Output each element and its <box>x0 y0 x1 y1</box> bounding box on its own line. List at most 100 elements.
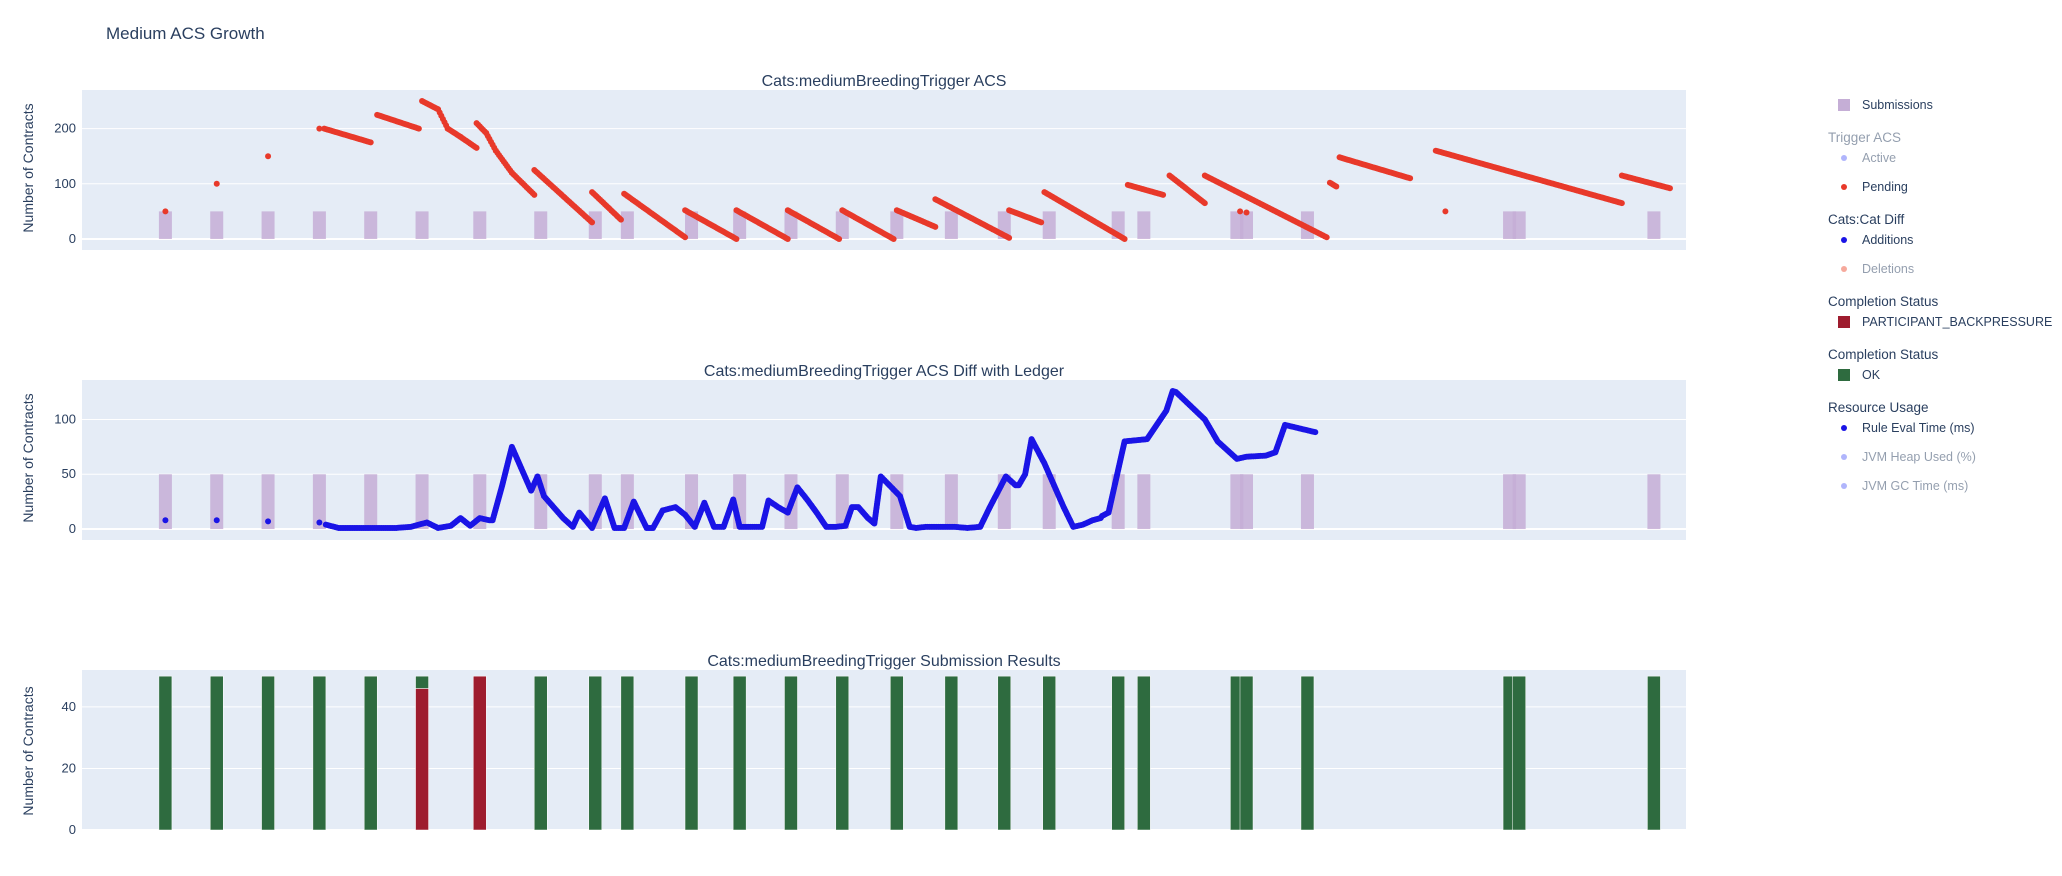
legend-item-completion-status[interactable]: Completion Status <box>1828 347 1939 362</box>
pending-point <box>1442 208 1449 215</box>
legend-group-title: Trigger ACS <box>1828 130 1901 145</box>
legend-item-deletions[interactable]: Deletions <box>1841 262 1914 276</box>
ok-bar <box>1512 675 1526 831</box>
figure-title: Medium ACS Growth <box>106 24 265 43</box>
pending-point <box>162 208 169 215</box>
ok-bar <box>363 675 378 831</box>
pending-point <box>1038 219 1045 226</box>
y-tick-label: 100 <box>54 176 76 191</box>
pending-point <box>1407 175 1414 182</box>
legend-item-jvm-gc-time-ms-[interactable]: JVM GC Time (ms) <box>1841 479 1968 493</box>
pending-point <box>1006 234 1013 241</box>
pending-point <box>531 191 538 198</box>
pending-point <box>589 219 596 226</box>
legend-label: PARTICIPANT_BACKPRESSURE <box>1862 315 2052 329</box>
submission-bar <box>784 211 798 239</box>
legend-item-cats-cat-diff[interactable]: Cats:Cat Diff <box>1828 212 1905 227</box>
panel-acs-ylabel: Number of Contracts <box>20 103 36 232</box>
ok-bar <box>784 675 798 831</box>
legend-swatch <box>1841 155 1847 161</box>
legend-item-submissions[interactable]: Submissions <box>1838 98 1933 112</box>
ok-bar <box>684 675 699 831</box>
submission-bar <box>1137 211 1151 239</box>
legend-label: OK <box>1862 368 1881 382</box>
panel-diff-ylabel: Number of Contracts <box>20 393 36 522</box>
submission-bar <box>312 211 326 239</box>
legend-item-pending[interactable]: Pending <box>1841 180 1908 194</box>
backpressure-bar <box>415 688 429 831</box>
pending-point <box>1160 191 1167 198</box>
pending-point <box>1201 200 1208 207</box>
legend-item-completion-status[interactable]: Completion Status <box>1828 294 1939 309</box>
pending-point <box>1121 235 1128 242</box>
pending-point <box>733 235 740 242</box>
legend-label: JVM GC Time (ms) <box>1862 479 1968 493</box>
submission-bar <box>415 474 429 530</box>
submission-bar <box>588 211 602 239</box>
legend[interactable]: Submissions Trigger ACS Active Pending Cats:… <box>1828 98 2052 493</box>
legend-item-active[interactable]: Active <box>1841 151 1896 165</box>
ok-bar <box>1239 675 1254 831</box>
legend-group-title: Resource Usage <box>1828 400 1929 415</box>
legend-label: Additions <box>1862 233 1913 247</box>
y-tick-label: 20 <box>62 760 76 775</box>
submission-bar <box>158 474 172 530</box>
submission-bar <box>1647 211 1661 239</box>
pending-point <box>1243 209 1250 216</box>
ok-bar <box>732 675 747 831</box>
pending-point <box>473 144 480 151</box>
submission-bar <box>473 474 487 530</box>
pending-point <box>836 235 843 242</box>
pending-point <box>932 223 939 230</box>
submission-bar <box>1137 474 1151 530</box>
panel-diff-title: Cats:mediumBreedingTrigger ACS Diff with… <box>704 363 1065 380</box>
submission-bar <box>364 211 378 239</box>
ok-bar <box>890 675 904 831</box>
submission-bar <box>312 474 326 530</box>
ok-bar <box>1137 675 1151 831</box>
legend-label: Active <box>1862 151 1896 165</box>
legend-item-rule-eval-time-ms-[interactable]: Rule Eval Time (ms) <box>1841 421 1975 435</box>
ok-bar <box>261 675 275 831</box>
legend-item-jvm-heap-used-[interactable]: JVM Heap Used (%) <box>1841 450 1976 464</box>
pending-point <box>415 125 422 132</box>
legend-item-participant-backpressure[interactable]: PARTICIPANT_BACKPRESSURE <box>1838 315 2052 329</box>
submission-bar <box>835 474 849 530</box>
panel-acs-title: Cats:mediumBreedingTrigger ACS <box>762 73 1007 90</box>
legend-swatch <box>1838 99 1850 111</box>
pending-point <box>890 235 897 242</box>
ok-bar <box>415 675 429 689</box>
submission-bar <box>620 211 634 239</box>
ok-bar <box>1111 675 1125 831</box>
plot-area <box>82 90 1686 250</box>
pending-point <box>682 234 689 241</box>
legend-item-ok[interactable]: OK <box>1838 368 1881 382</box>
legend-item-resource-usage[interactable]: Resource Usage <box>1828 400 1929 415</box>
ok-bar <box>209 675 224 831</box>
additions-point <box>213 517 220 524</box>
ok-bar <box>835 675 850 831</box>
panel-acs: Cats:mediumBreedingTrigger ACS Number of… <box>20 73 1686 250</box>
pending-point <box>316 125 323 132</box>
pending-point <box>1618 200 1625 207</box>
legend-swatch <box>1841 454 1847 460</box>
legend-swatch <box>1841 483 1847 489</box>
y-tick-label: 0 <box>69 231 76 246</box>
panel-results-title: Cats:mediumBreedingTrigger Submission Re… <box>707 653 1060 670</box>
backpressure-bar <box>473 675 487 831</box>
submission-bar <box>835 211 849 239</box>
submission-bar <box>1512 474 1526 530</box>
y-tick-label: 40 <box>62 699 76 714</box>
submission-bar <box>944 211 958 239</box>
legend-label: Pending <box>1862 180 1908 194</box>
submission-bar <box>1042 211 1056 239</box>
panel-results: Cats:mediumBreedingTrigger Submission Re… <box>20 653 1686 837</box>
pending-point <box>617 216 624 223</box>
y-tick-label: 200 <box>54 121 76 136</box>
legend-item-additions[interactable]: Additions <box>1841 233 1913 247</box>
submission-bar <box>1240 474 1254 530</box>
legend-item-trigger-acs[interactable]: Trigger ACS <box>1828 130 1901 145</box>
legend-group-title: Completion Status <box>1828 347 1939 362</box>
additions-point <box>316 519 323 526</box>
submission-bar <box>1647 474 1661 530</box>
